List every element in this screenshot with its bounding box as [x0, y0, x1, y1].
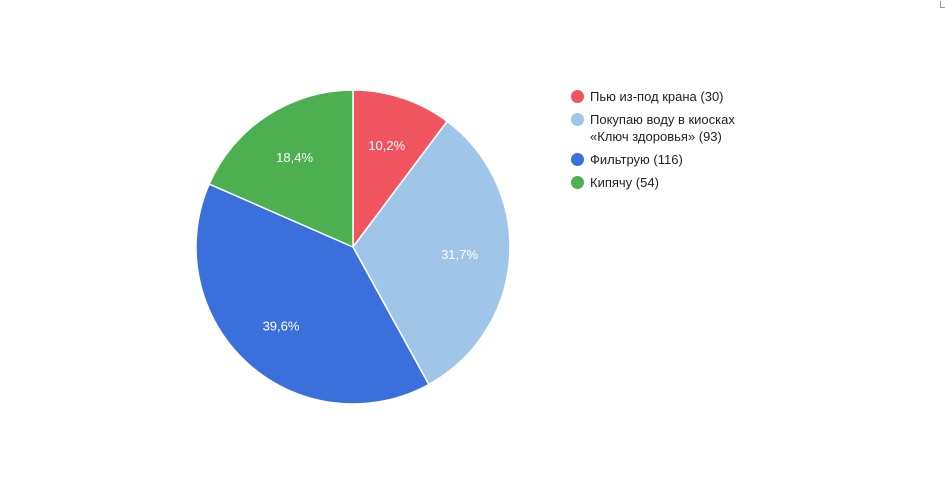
- legend-item-filter[interactable]: Фильтрую (116): [571, 151, 771, 168]
- legend-item-tap-water[interactable]: Пью из-под крана (30): [571, 88, 771, 105]
- legend-label-boil: Кипячу (54): [590, 175, 659, 190]
- pie-slice-boil[interactable]: [208, 89, 354, 249]
- legend-swatch-boil: [571, 176, 584, 189]
- corner-mark: [940, 1, 945, 8]
- pie-slice-label-tap-water: 10,2%: [368, 138, 405, 153]
- pie-slice-label-boil: 18,4%: [276, 150, 313, 165]
- legend-label-tap-water: Пью из-под крана (30): [590, 89, 724, 104]
- pie-slice-label-filter: 39,6%: [263, 318, 300, 333]
- legend-item-kiosk-water[interactable]: Покупаю воду в киосках «Ключ здоровья» (…: [571, 111, 771, 145]
- pie-slice-filter[interactable]: [195, 183, 430, 405]
- legend-label-kiosk-water: Покупаю воду в киосках «Ключ здоровья» (…: [590, 111, 735, 145]
- pie-slice-label-kiosk-water: 31,7%: [441, 247, 478, 262]
- legend-item-boil[interactable]: Кипячу (54): [571, 174, 771, 191]
- legend-swatch-filter: [571, 153, 584, 166]
- legend-label-kiosk-water-line1: Покупаю воду в киосках: [590, 112, 735, 127]
- legend-swatch-tap-water: [571, 90, 584, 103]
- legend-label-filter: Фильтрую (116): [590, 152, 683, 167]
- legend-label-kiosk-water-line2: «Ключ здоровья» (93): [590, 129, 722, 144]
- legend-swatch-kiosk-water: [571, 113, 584, 126]
- pie-slice-kiosk-water[interactable]: [352, 120, 511, 386]
- pie-slice-tap-water[interactable]: [352, 89, 449, 250]
- legend: Пью из-под крана (30) Покупаю воду в кио…: [571, 88, 771, 197]
